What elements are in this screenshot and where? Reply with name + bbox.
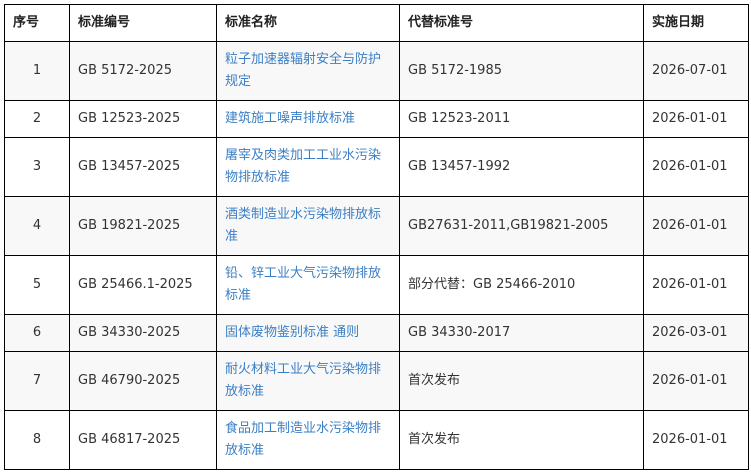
effective-date: 2026-03-01 [643, 314, 749, 352]
standard-name-link[interactable]: 粒子加速器辐射安全与防护规定 [216, 41, 400, 101]
standard-code: GB 13457-2025 [69, 137, 217, 197]
standard-code: GB 34330-2025 [69, 314, 217, 352]
standard-name-link[interactable]: 建筑施工噪声排放标准 [216, 100, 400, 138]
standards-table: 序号 标准编号 标准名称 代替标准号 实施日期 1 GB 5172-2025 粒子加… [4, 4, 749, 470]
table-row: 6 GB 34330-2025 固体废物鉴别标准 通则 GB 34330-2017 20… [4, 314, 749, 352]
header-no: 序号 [4, 4, 70, 42]
table-row: 7 GB 46790-2025 耐火材料工业大气污染物排放标准 首次发布 2026-01… [4, 351, 749, 411]
replaced-standard: GB 34330-2017 [399, 314, 644, 352]
table-row: 2 GB 12523-2025 建筑施工噪声排放标准 GB 12523-2011 202… [4, 100, 749, 138]
effective-date: 2026-01-01 [643, 196, 749, 256]
table-row: 5 GB 25466.1-2025 铅、锌工业大气污染物排放标准 部分代替：GB 25… [4, 255, 749, 315]
standard-code: GB 46817-2025 [69, 410, 217, 470]
replaced-standard: 首次发布 [399, 351, 644, 411]
standard-code: GB 46790-2025 [69, 351, 217, 411]
standard-name-link[interactable]: 酒类制造业水污染物排放标准 [216, 196, 400, 256]
header-name: 标准名称 [216, 4, 400, 42]
row-number: 8 [4, 410, 70, 470]
standard-code: GB 5172-2025 [69, 41, 217, 101]
row-number: 3 [4, 137, 70, 197]
replaced-standard: GB27631-2011,GB19821-2005 [399, 196, 644, 256]
effective-date: 2026-01-01 [643, 137, 749, 197]
standard-name-link[interactable]: 屠宰及肉类加工工业水污染物排放标准 [216, 137, 400, 197]
effective-date: 2026-01-01 [643, 100, 749, 138]
row-number: 6 [4, 314, 70, 352]
table-header-row: 序号 标准编号 标准名称 代替标准号 实施日期 [4, 4, 749, 42]
row-number: 2 [4, 100, 70, 138]
row-number: 1 [4, 41, 70, 101]
standard-name-link[interactable]: 固体废物鉴别标准 通则 [216, 314, 400, 352]
row-number: 7 [4, 351, 70, 411]
header-date: 实施日期 [643, 4, 749, 42]
table-row: 3 GB 13457-2025 屠宰及肉类加工工业水污染物排放标准 GB 13457-… [4, 137, 749, 197]
standard-code: GB 19821-2025 [69, 196, 217, 256]
standard-name-link[interactable]: 铅、锌工业大气污染物排放标准 [216, 255, 400, 315]
table-row: 1 GB 5172-2025 粒子加速器辐射安全与防护规定 GB 5172-1985 2… [4, 41, 749, 101]
replaced-standard: GB 5172-1985 [399, 41, 644, 101]
replaced-standard: 首次发布 [399, 410, 644, 470]
standard-code: GB 12523-2025 [69, 100, 217, 138]
header-code: 标准编号 [69, 4, 217, 42]
standard-name-link[interactable]: 耐火材料工业大气污染物排放标准 [216, 351, 400, 411]
table-row: 8 GB 46817-2025 食品加工制造业水污染物排放标准 首次发布 2026-01… [4, 410, 749, 470]
effective-date: 2026-01-01 [643, 410, 749, 470]
header-replaces: 代替标准号 [399, 4, 644, 42]
replaced-standard: GB 13457-1992 [399, 137, 644, 197]
row-number: 4 [4, 196, 70, 256]
row-number: 5 [4, 255, 70, 315]
effective-date: 2026-01-01 [643, 351, 749, 411]
replaced-standard: 部分代替：GB 25466-2010 [399, 255, 644, 315]
standard-code: GB 25466.1-2025 [69, 255, 217, 315]
standard-name-link[interactable]: 食品加工制造业水污染物排放标准 [216, 410, 400, 470]
effective-date: 2026-01-01 [643, 255, 749, 315]
effective-date: 2026-07-01 [643, 41, 749, 101]
table-row: 4 GB 19821-2025 酒类制造业水污染物排放标准 GB27631-2011,… [4, 196, 749, 256]
replaced-standard: GB 12523-2011 [399, 100, 644, 138]
